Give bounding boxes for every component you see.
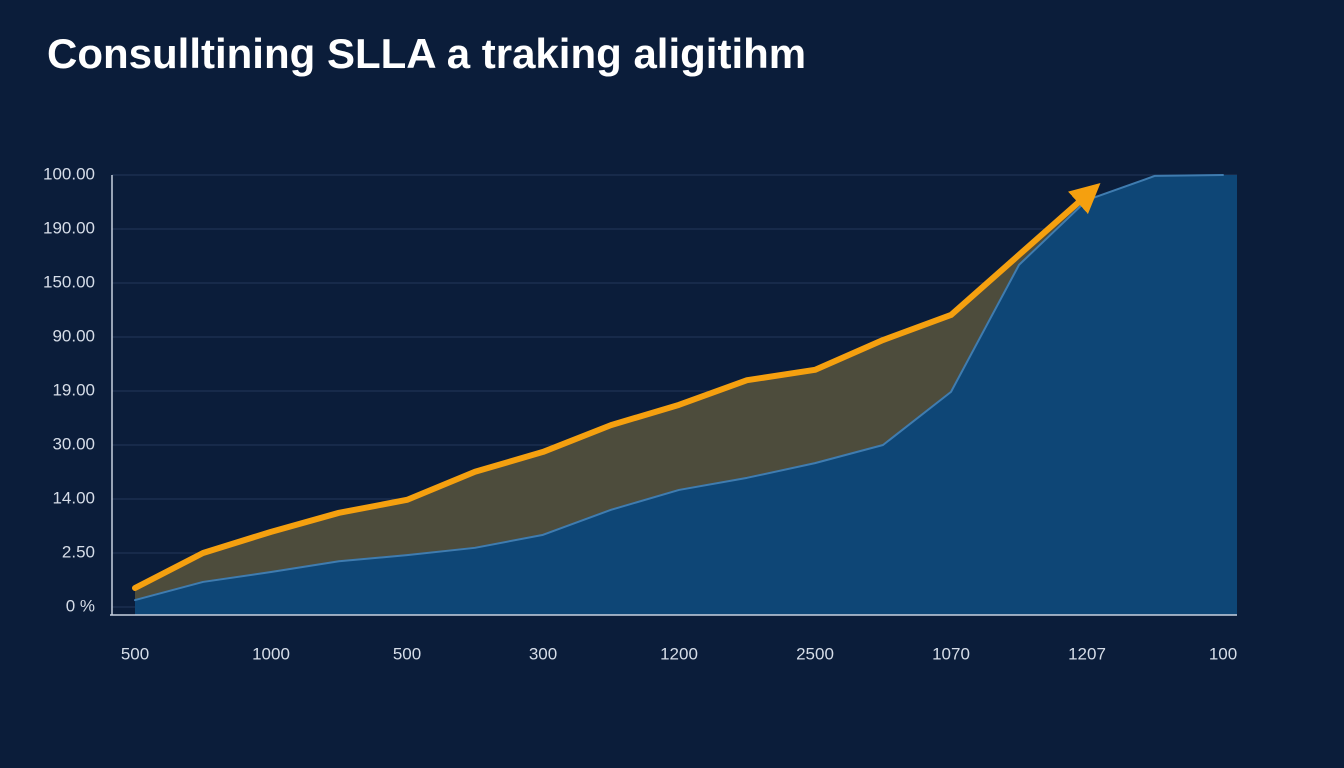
chart-title: Consulltining SLLA a traking aligitihm: [47, 30, 806, 77]
line: [132, 182, 1101, 591]
x-tick-label: 300: [529, 644, 557, 663]
x-tick-label: 1207: [1068, 644, 1106, 663]
line: [134, 174, 1224, 602]
y-tick-label: 14.00: [52, 488, 95, 507]
y-tick-label: 2.50: [62, 542, 95, 561]
y-tick-label: 19.00: [52, 380, 95, 399]
y-tick-label: 100.00: [43, 164, 95, 183]
y-tick-label: 90.00: [52, 326, 95, 345]
x-tick-label: 2500: [796, 644, 834, 663]
y-tick-label: 190.00: [43, 218, 95, 237]
x-tick-label: 500: [121, 644, 149, 663]
x-tick-label: 500: [393, 644, 421, 663]
area: [135, 175, 1237, 615]
x-tick-label: 1200: [660, 644, 698, 663]
x-tick-label: 100: [1209, 644, 1237, 663]
y-tick-label: 30.00: [52, 434, 95, 453]
x-tick-label: 1000: [252, 644, 290, 663]
y-tick-label: 0 %: [66, 596, 95, 615]
x-tick-label: 1070: [932, 644, 970, 663]
y-tick-label: 150.00: [43, 272, 95, 291]
